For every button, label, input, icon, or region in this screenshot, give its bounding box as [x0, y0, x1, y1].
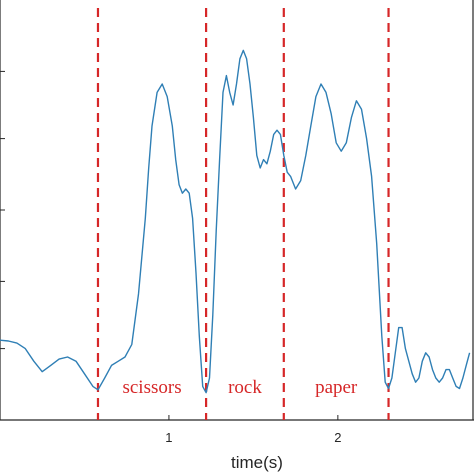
gesture-separators: [96, 8, 390, 420]
series-line: [0, 49, 471, 394]
x-tick-label: 2: [334, 430, 341, 445]
x-tick-label: 1: [165, 430, 172, 445]
gesture-label: scissors: [122, 377, 181, 398]
x-axis-label: time(s): [231, 453, 283, 472]
axes: [0, 0, 474, 421]
gesture-label: rock: [228, 377, 262, 398]
gesture-label: paper: [315, 377, 358, 398]
y-ticks: [0, 70, 5, 350]
gesture-annotations: scissors rock paper: [122, 377, 357, 398]
